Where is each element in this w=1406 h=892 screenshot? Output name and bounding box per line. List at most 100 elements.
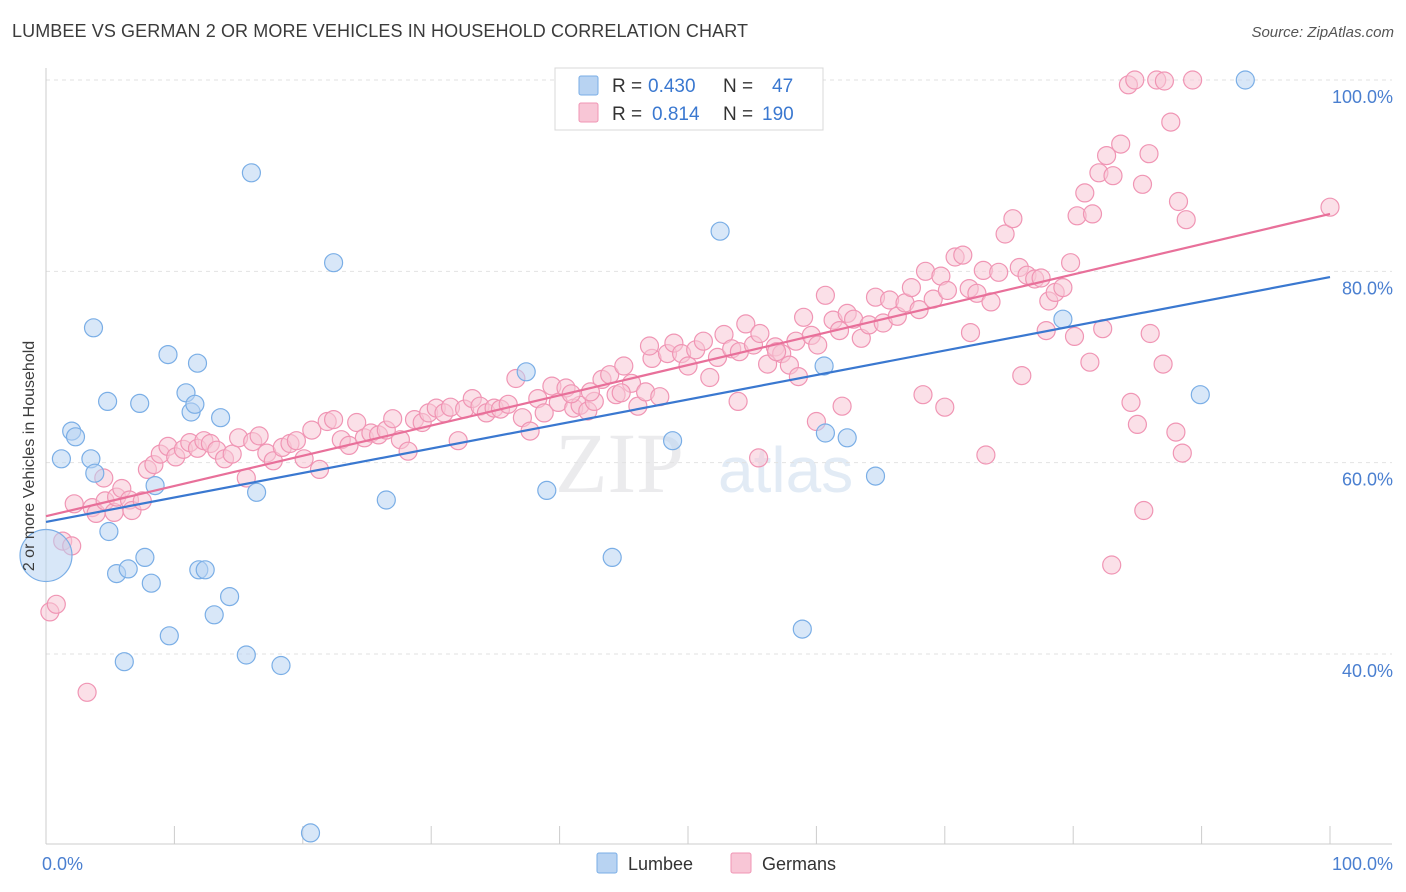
lumbee-point <box>135 547 155 568</box>
legend-lumbee-swatch <box>596 852 618 874</box>
germans-point <box>611 383 631 403</box>
germans-point <box>1172 443 1192 463</box>
lumbee-swatch <box>578 75 599 96</box>
lumbee-point <box>271 655 291 676</box>
germans-point <box>498 394 518 414</box>
germans-point <box>1153 354 1173 374</box>
germans-point <box>1176 210 1196 230</box>
germans-point <box>1075 183 1095 203</box>
germans-point <box>286 431 306 451</box>
lumbee-point <box>65 427 86 447</box>
lumbee-trend-line <box>45 275 1331 524</box>
lumbee-point <box>1235 70 1255 90</box>
lumbee-point <box>300 823 321 843</box>
lumbee-point <box>97 391 118 411</box>
lumbee-point <box>814 356 834 376</box>
y-tick-label-2: 80.0% <box>1342 278 1393 298</box>
germans-point <box>815 285 836 305</box>
stats-legend: R = 0.430 N = 47 R = 0.814 N = 190 <box>554 67 824 131</box>
germans-point <box>1121 392 1141 412</box>
x-tick-label-min: 0.0% <box>42 854 83 874</box>
germans-point <box>937 280 958 301</box>
lumbee-point <box>1190 385 1210 405</box>
lumbee-n-label: N = <box>723 76 753 97</box>
tick-labels: 40.0% 60.0% 80.0% 100.0% 0.0% 100.0% <box>42 87 1393 874</box>
germans-point <box>700 367 720 388</box>
lumbee-point <box>220 586 240 607</box>
source-credit: Source: ZipAtlas.com <box>1251 24 1394 41</box>
lumbee-point <box>141 573 161 593</box>
germans-point <box>1096 146 1117 166</box>
lumbee-point <box>158 345 178 365</box>
lumbee-point <box>710 221 730 241</box>
lumbee-point <box>185 394 205 414</box>
germans-point <box>1080 352 1100 372</box>
trend-lines <box>45 212 1331 524</box>
lumbee-point <box>376 490 396 510</box>
lumbee-point <box>85 463 105 483</box>
germans-point <box>1012 366 1032 386</box>
x-tick-label-max: 100.0% <box>1332 854 1393 874</box>
germans-swatch <box>578 102 599 123</box>
lumbee-point <box>236 645 256 665</box>
series-legend: Lumbee Germans <box>596 852 836 874</box>
lumbee-point <box>19 528 73 583</box>
lumbee-point <box>241 163 261 183</box>
y-axis-label: 2 or more Vehicles in Household <box>21 341 38 571</box>
germans-point <box>302 420 322 440</box>
germans-point <box>1111 134 1131 154</box>
lumbee-point <box>187 353 208 373</box>
germans-point <box>1127 414 1148 434</box>
germans-point <box>1125 70 1145 90</box>
lumbee-point <box>130 393 150 413</box>
germans-point <box>222 444 242 464</box>
germans-point <box>1003 209 1023 229</box>
lumbee-point <box>865 466 886 486</box>
lumbee-point <box>99 521 119 542</box>
lumbee-point <box>83 318 104 338</box>
germans-point <box>913 385 933 405</box>
germans-point <box>728 391 748 411</box>
stats-legend-frame <box>554 67 824 131</box>
lumbee-point <box>662 431 683 451</box>
germans-point <box>960 323 981 343</box>
germans-point <box>1053 278 1073 298</box>
germans-point <box>1161 112 1181 132</box>
lumbee-point <box>195 560 215 580</box>
germans-point <box>748 448 769 468</box>
germans-point <box>1168 191 1189 212</box>
lumbee-point <box>211 408 231 428</box>
germans-point <box>448 431 468 451</box>
germans-point <box>793 307 814 327</box>
germans-point <box>750 323 770 344</box>
germans-point <box>1140 323 1160 344</box>
germans-point <box>901 278 922 298</box>
germans-point <box>736 314 756 334</box>
legend-germans-label: Germans <box>762 854 836 874</box>
germans-point <box>639 336 660 356</box>
germans-point <box>383 409 403 429</box>
germans-point <box>1154 71 1175 91</box>
lumbee-point <box>516 362 536 382</box>
germans-trend-line <box>45 212 1331 518</box>
germans-point <box>249 426 269 446</box>
germans-point <box>294 449 314 469</box>
y-tick-label-0: 40.0% <box>1342 661 1393 681</box>
germans-point <box>1139 144 1159 164</box>
germans-point <box>693 331 714 351</box>
germans-point <box>534 403 554 423</box>
lumbee-n-value: 47 <box>772 76 793 97</box>
lumbee-point <box>159 626 179 646</box>
germans-point <box>808 335 828 355</box>
germans-point <box>1103 166 1123 186</box>
y-tick-label-3: 100.0% <box>1332 87 1393 107</box>
germans-point <box>1060 253 1081 273</box>
legend-lumbee-label: Lumbee <box>628 854 693 874</box>
lumbee-point <box>792 619 812 639</box>
lumbee-point <box>602 547 622 568</box>
lumbee-r-value: 0.430 <box>648 76 696 97</box>
lumbee-point <box>118 559 138 579</box>
legend-germans-swatch <box>730 852 752 874</box>
germans-point <box>1082 204 1103 224</box>
lumbee-point <box>247 482 267 502</box>
